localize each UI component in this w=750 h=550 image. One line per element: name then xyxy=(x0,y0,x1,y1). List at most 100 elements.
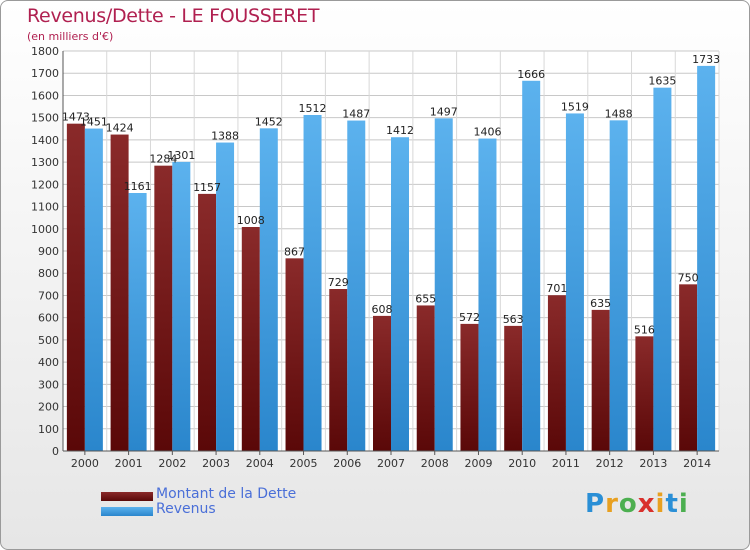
data-label: 635 xyxy=(590,297,611,310)
bar-debt xyxy=(416,305,435,451)
bar-revenus xyxy=(478,138,497,452)
y-tick-label: 500 xyxy=(38,334,59,347)
logo-letter: P xyxy=(585,489,606,519)
data-label: 1008 xyxy=(237,214,265,227)
data-label: 608 xyxy=(372,303,393,316)
x-tick-label: 2000 xyxy=(71,457,99,470)
bar-revenus xyxy=(522,80,541,452)
bar-debt xyxy=(679,284,698,451)
bar-revenus xyxy=(303,115,322,451)
data-label: 1301 xyxy=(167,149,195,162)
x-tick-label: 2007 xyxy=(377,457,405,470)
data-label: 1388 xyxy=(211,130,239,143)
y-tick-label: 1000 xyxy=(31,223,59,236)
data-label: 750 xyxy=(678,271,699,284)
logo-letter: i xyxy=(655,489,666,519)
chart-title: Revenus/Dette - LE FOUSSERET xyxy=(27,5,320,27)
data-label: 1412 xyxy=(386,124,414,137)
data-label: 701 xyxy=(546,282,567,295)
data-label: 1284 xyxy=(149,153,177,166)
x-tick-label: 2003 xyxy=(202,457,230,470)
y-tick-label: 300 xyxy=(38,378,59,391)
bar-debt xyxy=(241,227,260,451)
data-label: 516 xyxy=(634,323,655,336)
data-label: 867 xyxy=(284,245,305,258)
bar-debt xyxy=(591,309,610,451)
data-label: 729 xyxy=(328,276,349,289)
data-label: 1451 xyxy=(80,116,108,129)
legend-swatch-revenus xyxy=(101,507,153,516)
logo-letter: r xyxy=(605,489,619,519)
data-label: 1424 xyxy=(106,122,134,135)
bar-revenus xyxy=(565,113,584,451)
bar-revenus xyxy=(391,137,409,451)
x-tick-label: 2001 xyxy=(115,457,143,470)
bar-debt xyxy=(460,323,479,451)
data-label: 1666 xyxy=(517,68,545,81)
logo-letter: x xyxy=(637,489,656,519)
data-label: 1161 xyxy=(124,180,152,193)
y-tick-label: 200 xyxy=(38,401,59,414)
data-label: 1519 xyxy=(561,100,589,113)
y-tick-label: 600 xyxy=(38,312,59,325)
data-label: 1452 xyxy=(255,115,283,128)
bar-revenus xyxy=(697,65,716,451)
bar-revenus xyxy=(216,142,235,452)
bar-debt xyxy=(285,258,304,451)
data-label: 1488 xyxy=(605,107,633,120)
legend-swatch-debt xyxy=(101,492,153,501)
x-tick-label: 2014 xyxy=(683,457,711,470)
data-label: 1473 xyxy=(62,111,90,124)
proxiti-logo: Proxiti xyxy=(585,489,689,519)
y-tick-label: 400 xyxy=(38,356,59,369)
bar-revenus xyxy=(609,120,628,451)
x-tick-label: 2011 xyxy=(552,457,580,470)
bar-debt xyxy=(110,134,129,452)
logo-letter: i xyxy=(678,489,689,519)
bar-revenus xyxy=(434,118,453,451)
y-tick-label: 700 xyxy=(38,289,59,302)
y-tick-label: 900 xyxy=(38,245,59,258)
y-tick-label: 1800 xyxy=(31,45,59,58)
x-tick-label: 2004 xyxy=(246,457,274,470)
bar-debt xyxy=(329,289,348,451)
data-label: 572 xyxy=(459,311,480,324)
x-tick-label: 2008 xyxy=(421,457,449,470)
bar-debt xyxy=(154,165,173,451)
bar-revenus xyxy=(347,120,366,452)
data-label: 1512 xyxy=(299,102,327,115)
y-tick-label: 1400 xyxy=(31,134,59,147)
x-tick-label: 2005 xyxy=(290,457,318,470)
x-tick-label: 2002 xyxy=(158,457,186,470)
bar-debt xyxy=(504,325,523,451)
bar-debt xyxy=(373,315,391,451)
data-label: 1635 xyxy=(648,75,676,88)
bar-revenus xyxy=(653,87,672,452)
y-tick-label: 1200 xyxy=(31,178,59,191)
legend-label-debt: Montant de la Dette xyxy=(156,486,297,502)
bar-debt xyxy=(635,336,654,451)
logo-letter: o xyxy=(618,489,638,519)
bar-revenus xyxy=(84,128,103,452)
data-label: 1733 xyxy=(692,53,720,66)
data-label: 563 xyxy=(503,313,524,326)
bar-debt xyxy=(66,123,85,452)
bar-debt xyxy=(198,193,217,451)
bar-debt xyxy=(547,295,566,451)
bar-revenus xyxy=(172,161,191,451)
x-tick-label: 2006 xyxy=(333,457,361,470)
bar-revenus xyxy=(259,128,278,451)
y-tick-label: 1700 xyxy=(31,67,59,80)
data-label: 1406 xyxy=(473,126,501,139)
y-tick-label: 800 xyxy=(38,267,59,280)
y-tick-label: 0 xyxy=(52,445,59,458)
y-tick-label: 1500 xyxy=(31,112,59,125)
x-tick-label: 2012 xyxy=(596,457,624,470)
y-tick-label: 1600 xyxy=(31,89,59,102)
data-label: 655 xyxy=(415,292,436,305)
data-label: 1157 xyxy=(193,181,221,194)
x-tick-label: 2009 xyxy=(464,457,492,470)
y-tick-label: 100 xyxy=(38,423,59,436)
